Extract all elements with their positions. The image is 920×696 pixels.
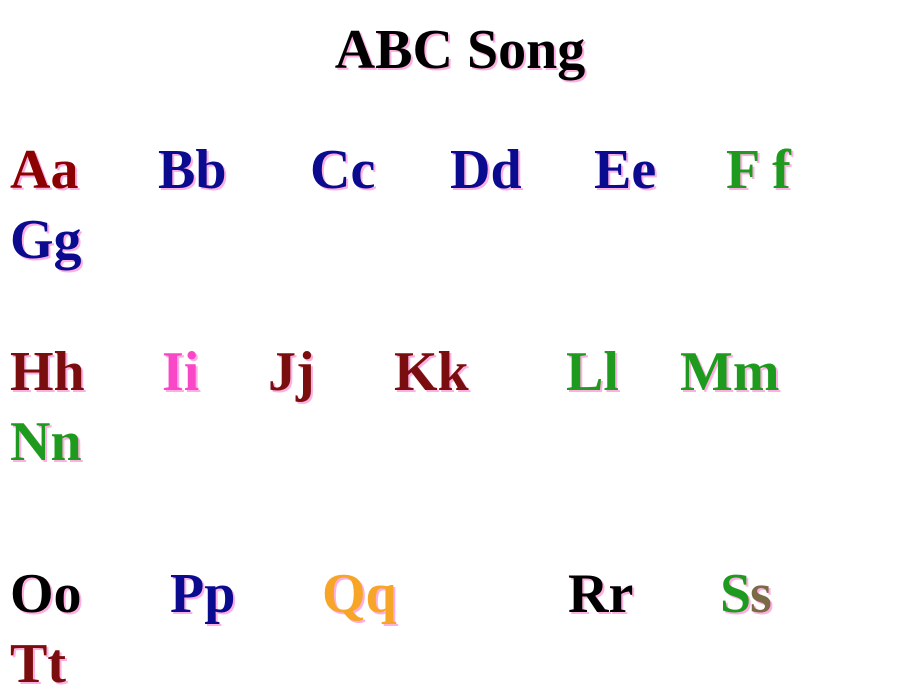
letter-ii: Ii bbox=[162, 340, 199, 404]
letter-jj: Jj bbox=[268, 340, 315, 404]
letter-gg: Gg bbox=[10, 208, 82, 272]
letter-bb: Bb bbox=[158, 138, 227, 202]
letter-rr: Rr bbox=[568, 562, 633, 626]
letter-qq: Qq bbox=[322, 562, 397, 626]
letter-mm: Mm bbox=[680, 340, 780, 404]
letter-oo: Oo bbox=[10, 562, 82, 626]
letter-tt: Tt bbox=[10, 632, 66, 696]
letter-s: s bbox=[750, 562, 772, 626]
page-title: ABC Song bbox=[0, 18, 920, 82]
letter-kk: Kk bbox=[394, 340, 469, 404]
letter-cc: Cc bbox=[310, 138, 375, 202]
letter-pp: Pp bbox=[170, 562, 235, 626]
letter-ll: Ll bbox=[566, 340, 619, 404]
letter-s: S bbox=[720, 562, 751, 626]
letter-ff: F f bbox=[726, 138, 791, 202]
letter-dd: Dd bbox=[450, 138, 522, 202]
letter-aa: Aa bbox=[10, 138, 78, 202]
letter-nn: Nn bbox=[10, 410, 82, 474]
letter-ee: Ee bbox=[594, 138, 656, 202]
letter-hh: Hh bbox=[10, 340, 85, 404]
